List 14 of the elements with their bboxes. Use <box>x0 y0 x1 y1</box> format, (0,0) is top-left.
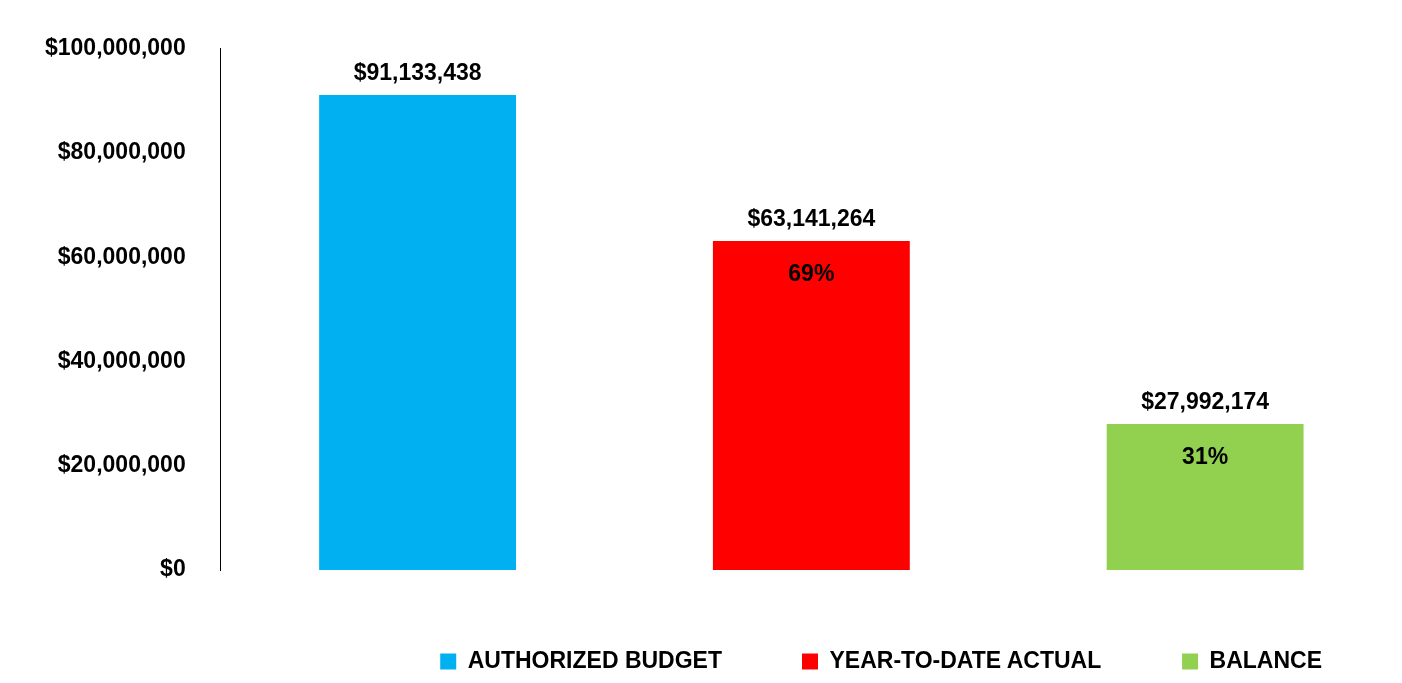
y-tick-label: $20,000,000 <box>57 451 186 478</box>
data-label: $91,133,438 <box>353 58 482 85</box>
y-tick-label: $100,000,000 <box>44 34 186 61</box>
y-tick-label: $80,000,000 <box>57 138 186 165</box>
legend-label: AUTHORIZED BUDGET <box>467 646 722 673</box>
data-label: $63,141,264 <box>747 204 876 231</box>
y-tick-label: $60,000,000 <box>57 242 186 269</box>
legend-label: BALANCE <box>1209 646 1323 673</box>
y-tick-label: $0 <box>160 555 186 582</box>
data-label: $27,992,174 <box>1141 387 1270 414</box>
legend-label: YEAR-TO-DATE ACTUAL <box>829 646 1102 673</box>
annotation: 69% <box>788 259 835 286</box>
annotation: 31% <box>1182 442 1229 469</box>
y-tick-label: $40,000,000 <box>57 346 186 373</box>
